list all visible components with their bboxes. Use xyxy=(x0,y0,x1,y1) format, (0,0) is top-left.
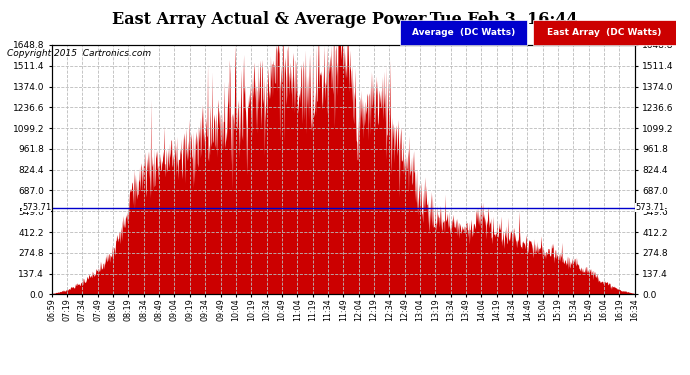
Text: East Array Actual & Average Power Tue Feb 3  16:44: East Array Actual & Average Power Tue Fe… xyxy=(112,11,578,28)
FancyBboxPatch shape xyxy=(533,20,676,45)
Text: East Array  (DC Watts): East Array (DC Watts) xyxy=(547,28,662,37)
Text: Average  (DC Watts): Average (DC Watts) xyxy=(412,28,515,37)
Text: Copyright 2015  Cartronics.com: Copyright 2015 Cartronics.com xyxy=(7,49,151,58)
FancyBboxPatch shape xyxy=(400,20,527,45)
Text: 573.71: 573.71 xyxy=(22,203,51,212)
Text: 573.71: 573.71 xyxy=(635,203,664,212)
